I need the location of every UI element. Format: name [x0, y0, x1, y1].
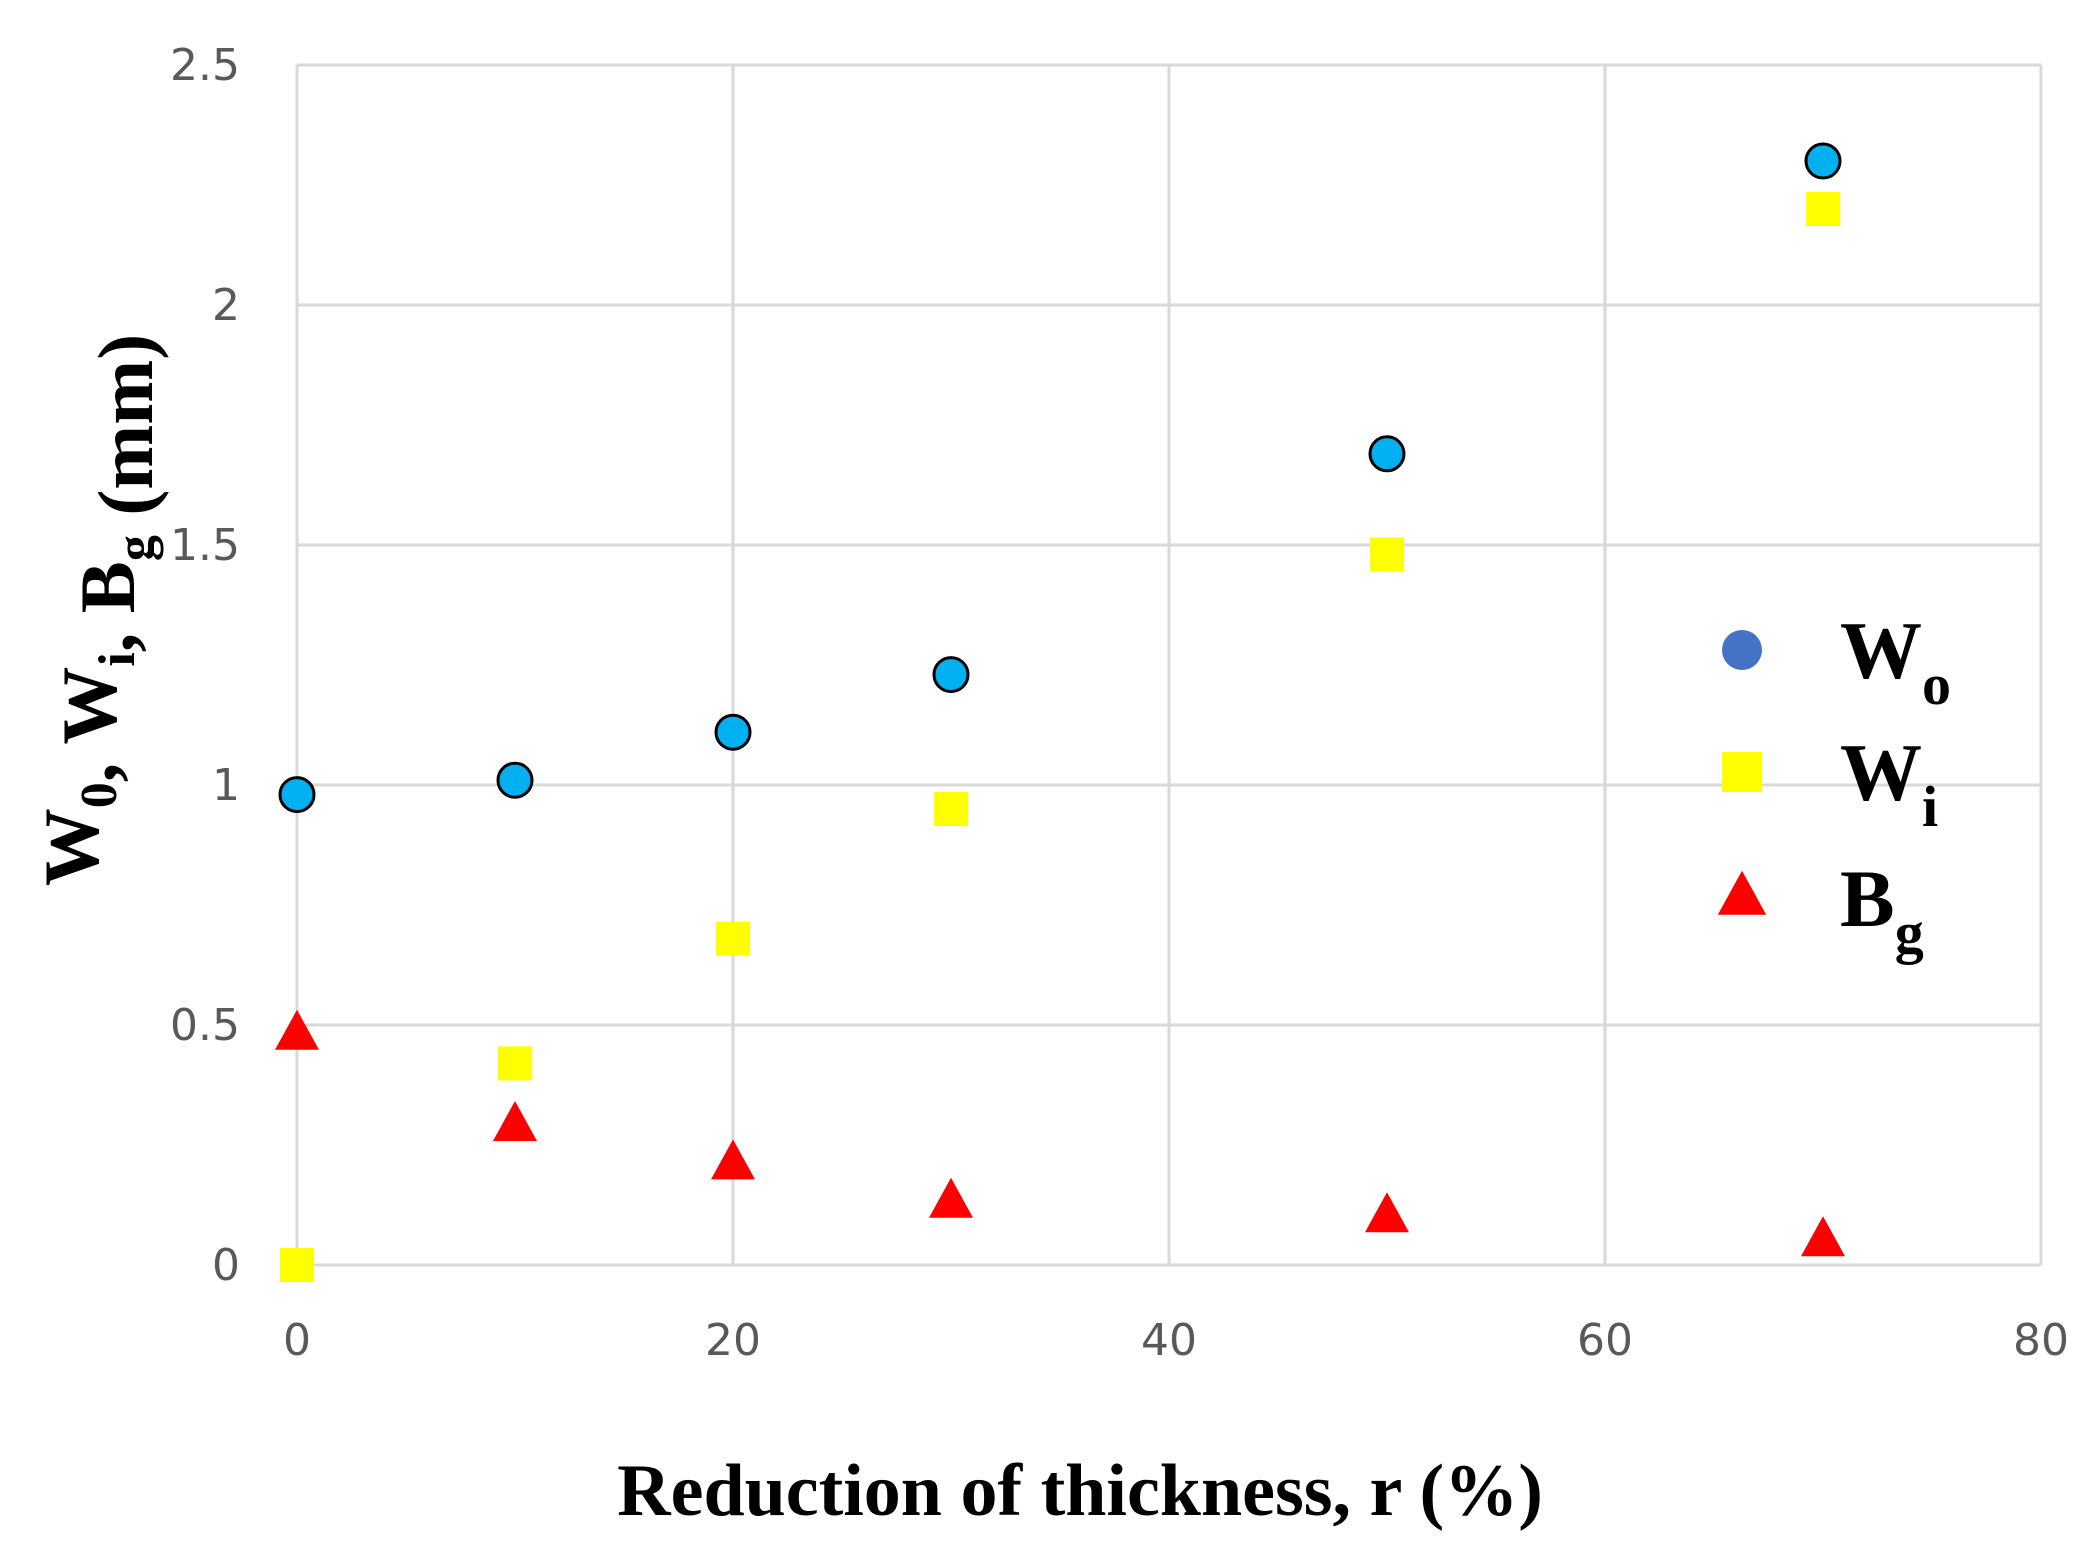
x-tick-label: 20: [705, 1315, 761, 1366]
legend-label-main: W: [1840, 727, 1922, 818]
y-title-part: W: [28, 808, 115, 886]
marker-circle-wo: [932, 656, 970, 694]
legend-label: Wo: [1840, 605, 1951, 717]
marker-square-wi: [1370, 537, 1404, 572]
legend-label-subscript: i: [1922, 774, 1938, 839]
marker-circle-wo: [1804, 142, 1842, 180]
marker-circle-wo: [714, 713, 752, 751]
grid-lines: [295, 63, 2043, 1267]
x-tick-label: 80: [2013, 1315, 2069, 1366]
x-axis-title: Reduction of thickness, r (%): [617, 1450, 1543, 1532]
marker-circle-wo: [278, 776, 316, 814]
legend-label: Bg: [1840, 853, 1924, 965]
marker-square-wi: [934, 792, 968, 826]
legend-label-main: B: [1840, 853, 1895, 944]
legend-label-main: W: [1840, 605, 1922, 696]
y-title-part: (mm): [82, 334, 169, 535]
y-axis-title: W0, Wi, Bg (mm): [28, 334, 169, 886]
marker-triangle-bg: [711, 1139, 755, 1180]
marker-square-wi: [280, 1248, 314, 1282]
marker-triangle-bg: [1365, 1192, 1409, 1233]
legend-label: Wi: [1840, 727, 1938, 839]
legend-label-subscript: g: [1895, 900, 1924, 965]
x-tick-label: 40: [1141, 1315, 1197, 1366]
y-tick-label: 2: [212, 280, 240, 331]
marker-triangle-bg: [275, 1009, 319, 1050]
marker-triangle-bg: [493, 1101, 537, 1141]
marker-circle-wo: [1368, 435, 1406, 473]
x-tick-label: 60: [1577, 1315, 1633, 1366]
marker-square-wi: [1806, 192, 1840, 226]
y-title-subscript: i: [89, 652, 146, 666]
tick-labels: 0 0.5 1 1.5 2 2.5 0 20 40 60 80: [170, 40, 2069, 1366]
y-title-subscript: g: [107, 535, 164, 561]
y-tick-label: 1: [212, 760, 240, 811]
marker-triangle-bg: [929, 1177, 973, 1218]
marker-circle-wo: [496, 761, 534, 799]
y-tick-label: 1.5: [170, 520, 240, 571]
y-tick-label: 0: [212, 1240, 240, 1291]
marker-triangle-bg: [1801, 1216, 1845, 1257]
marker-square-wi: [498, 1046, 532, 1081]
y-title-subscript: 0: [71, 782, 128, 808]
y-title-part: , W: [46, 667, 133, 783]
y-tick-label: 2.5: [170, 40, 240, 91]
legend-marker-circle: [1722, 630, 1762, 670]
data-markers: [275, 142, 1845, 1282]
y-tick-label: 0.5: [170, 1000, 240, 1051]
legend-marker-square: [1722, 752, 1762, 792]
legend-marker-triangle: [1717, 870, 1767, 915]
legend-label-subscript: o: [1922, 652, 1951, 717]
y-title-part: , B: [64, 561, 151, 652]
marker-square-wi: [716, 921, 750, 956]
x-tick-label: 0: [283, 1315, 311, 1366]
